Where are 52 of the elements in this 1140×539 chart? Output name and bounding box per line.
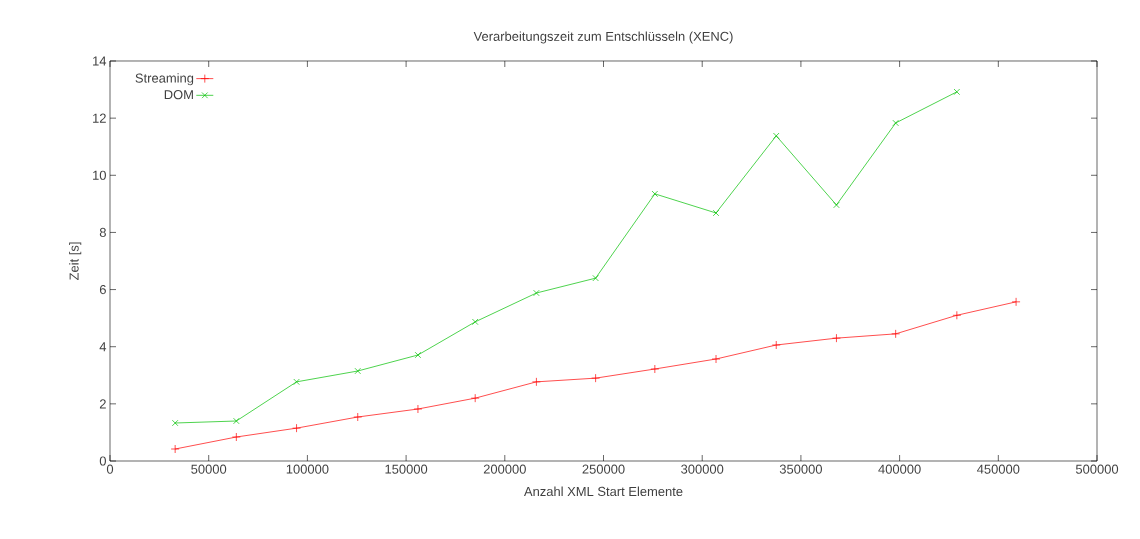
- point: [414, 351, 422, 359]
- x-axis-title: Anzahl XML Start Elemente: [523, 486, 683, 497]
- point: [833, 201, 840, 209]
- point: [293, 378, 300, 386]
- point: [353, 412, 363, 422]
- y-tick-label: 8: [99, 227, 106, 238]
- point: [470, 393, 480, 403]
- point: [773, 132, 780, 140]
- y-axis-title: Zeit [s]: [69, 242, 82, 281]
- point: [472, 318, 479, 326]
- point: [591, 373, 600, 383]
- point: [171, 419, 179, 427]
- point: [170, 444, 180, 454]
- x-tick-label: 350000: [779, 464, 823, 474]
- y-tick-label: 0: [99, 456, 106, 466]
- x-tick-label: 300000: [681, 464, 724, 474]
- y-tick-label: 2: [99, 399, 106, 409]
- y-tick-label: 10: [93, 170, 106, 180]
- point: [650, 364, 660, 374]
- legend-label: DOM: [164, 90, 193, 100]
- point: [832, 333, 841, 343]
- point: [711, 354, 721, 364]
- x-tick-label: 0: [106, 464, 114, 474]
- point: [892, 119, 899, 127]
- point: [952, 310, 962, 320]
- x-tick-label: 200000: [483, 464, 526, 474]
- point: [651, 190, 659, 198]
- point: [231, 432, 241, 442]
- x-tick-label: 400000: [878, 464, 921, 474]
- y-tick-label: 12: [93, 113, 106, 123]
- y-tick-label: 14: [93, 56, 107, 66]
- point: [771, 340, 781, 350]
- point: [354, 367, 361, 375]
- legend-label: Streaming: [135, 73, 194, 86]
- x-tick-label: 150000: [385, 464, 428, 474]
- x-tick-label: 500000: [1075, 464, 1119, 474]
- point: [592, 274, 599, 282]
- x-tick-label: 50000: [191, 464, 227, 474]
- point: [891, 329, 901, 339]
- x-tick-label: 100000: [286, 464, 329, 474]
- point: [292, 423, 301, 433]
- point: [233, 417, 240, 425]
- point: [532, 377, 541, 387]
- y-tick-label: 6: [99, 284, 106, 295]
- point: [533, 289, 540, 297]
- x-tick-label: 250000: [582, 464, 625, 474]
- point: [1011, 297, 1021, 307]
- point: [413, 404, 423, 414]
- y-tick-label: 4: [99, 342, 107, 352]
- x-tick-label: 450000: [977, 464, 1020, 474]
- chart-title: Verarbeitungszeit zum Entschlüsseln (XENC): [473, 31, 733, 44]
- point: [953, 88, 961, 96]
